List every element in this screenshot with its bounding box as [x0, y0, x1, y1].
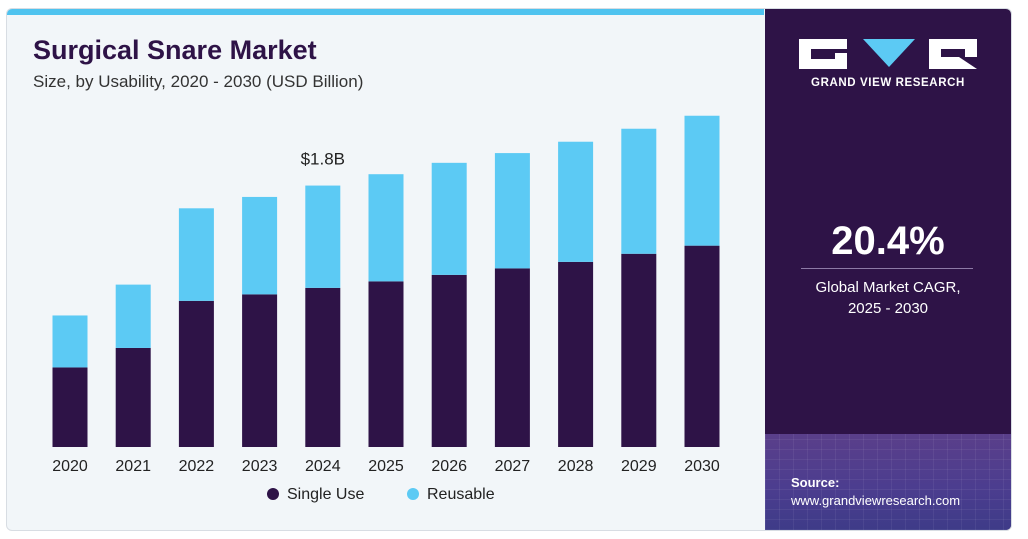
x-tick-label: 2026	[431, 458, 467, 475]
legend-swatch-single-use	[267, 488, 279, 500]
x-tick-label: 2025	[368, 458, 404, 475]
legend-label: Reusable	[427, 486, 495, 503]
infographic-card: Surgical Snare Market Size, by Usability…	[6, 8, 1012, 531]
chart-title: Surgical Snare Market	[33, 35, 317, 65]
bar-reusable-2025	[368, 174, 404, 282]
side-panel: GRAND VIEW RESEARCH 20.4% Global Market …	[765, 9, 1011, 530]
bar-single-use-2027	[494, 268, 530, 447]
source-panel	[765, 434, 1011, 530]
bar-single-use-2022	[178, 300, 214, 447]
bar-reusable-2026	[431, 162, 467, 275]
brand-name: GRAND VIEW RESEARCH	[811, 77, 965, 89]
bar-reusable-2020	[52, 315, 88, 368]
bar-single-use-2029	[621, 253, 657, 447]
x-tick-label: 2022	[179, 458, 215, 475]
bar-reusable-2024	[305, 185, 341, 288]
bar-single-use-2026	[431, 274, 467, 447]
bar-single-use-2025	[368, 281, 404, 447]
x-tick-label: 2020	[52, 458, 88, 475]
gvr-logo-icon	[799, 39, 977, 69]
bar-reusable-2029	[621, 128, 657, 254]
x-tick-label: 2030	[684, 458, 720, 475]
bar-reusable-2022	[178, 208, 214, 301]
legend-swatch-reusable	[407, 488, 419, 500]
bar-single-use-2030	[684, 245, 720, 447]
x-tick-label: 2024	[305, 458, 341, 475]
bar-reusable-2030	[684, 115, 720, 246]
x-tick-label: 2021	[115, 458, 151, 475]
cagr-value: 20.4%	[831, 219, 945, 263]
bar-single-use-2021	[115, 347, 151, 447]
x-tick-label: 2028	[558, 458, 594, 475]
bar-reusable-2023	[242, 196, 278, 295]
legend-label: Single Use	[287, 486, 364, 503]
bar-single-use-2020	[52, 367, 88, 447]
data-label-annotation: $1.8B	[301, 150, 345, 169]
divider	[801, 268, 973, 269]
x-tick-label: 2029	[621, 458, 657, 475]
x-tick-label: 2027	[495, 458, 531, 475]
bar-single-use-2023	[242, 294, 278, 447]
source-label: Source:	[791, 475, 840, 490]
stacked-bar-chart: 2020 2021 2022 2023 2024 $1.8B 2025 2026 2027 202…	[52, 115, 720, 503]
x-tick-label: 2023	[242, 458, 278, 475]
chart-subtitle: Size, by Usability, 2020 - 2030 (USD Bil…	[33, 72, 364, 91]
bar-reusable-2028	[558, 141, 594, 262]
bar-single-use-2028	[558, 261, 594, 447]
bar-single-use-2024	[305, 287, 341, 447]
cagr-label-line1: Global Market CAGR,	[815, 279, 961, 296]
accent-bar	[7, 9, 764, 15]
bar-reusable-2027	[494, 153, 530, 269]
source-url[interactable]: www.grandviewresearch.com	[791, 493, 961, 508]
cagr-label-line2: 2025 - 2030	[847, 300, 929, 317]
bar-reusable-2021	[115, 284, 151, 348]
cagr-label: Global Market CAGR, 2025 - 2030	[765, 277, 1011, 319]
